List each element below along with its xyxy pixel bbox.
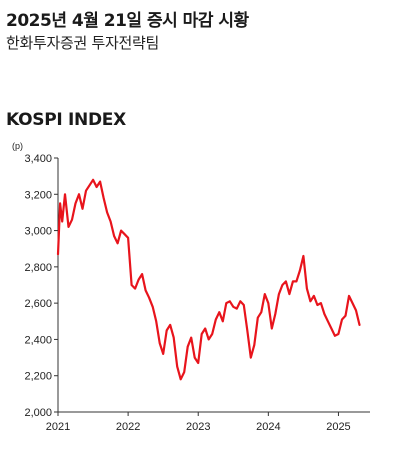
y-tick-label: 2,600 bbox=[24, 298, 52, 310]
y-tick-label: 3,000 bbox=[24, 226, 52, 238]
y-tick-label: 3,200 bbox=[24, 189, 52, 201]
x-tick-label: 2022 bbox=[116, 421, 140, 433]
y-tick-label: 3,400 bbox=[24, 153, 52, 165]
x-tick-label: 2023 bbox=[186, 421, 210, 433]
x-axis-ticks: 2021 2022 2023 2024 2025 bbox=[46, 412, 351, 433]
page-subtitle: 한화투자증권 투자전략팀 bbox=[6, 34, 159, 52]
x-tick-label: 2025 bbox=[326, 421, 350, 433]
page-title: 2025년 4월 21일 증시 마감 시황 bbox=[6, 11, 249, 31]
series-line bbox=[56, 178, 361, 381]
y-tick-label: 2,400 bbox=[24, 334, 52, 346]
x-tick-label: 2021 bbox=[46, 421, 70, 433]
series-layer bbox=[56, 178, 361, 381]
chart-axes bbox=[57, 158, 370, 413]
chart-title: KOSPI INDEX bbox=[6, 110, 126, 130]
y-axis-unit: (p) bbox=[12, 141, 23, 151]
y-tick-label: 2,200 bbox=[24, 371, 52, 383]
y-tick-label: 2,000 bbox=[24, 407, 52, 419]
y-axis-ticks: 2,000 2,200 2,400 2,600 2,800 3,000 3,200 3,400 bbox=[24, 153, 58, 419]
x-tick-label: 2024 bbox=[256, 421, 280, 433]
y-tick-label: 2,800 bbox=[24, 262, 52, 274]
